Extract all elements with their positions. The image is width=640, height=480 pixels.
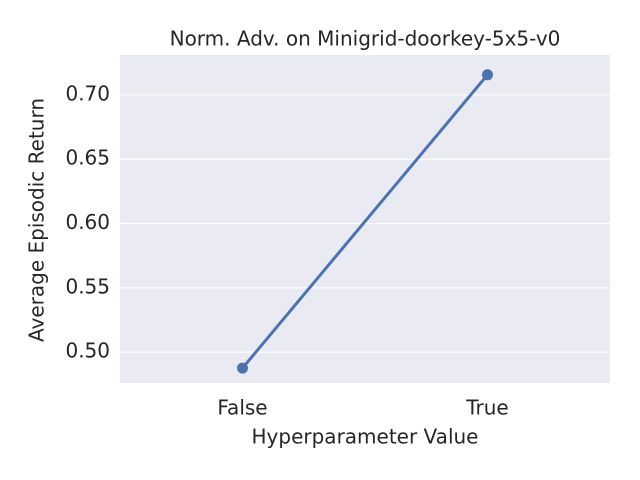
y-tick-label: 0.55 <box>65 274 110 298</box>
x-axis-label: Hyperparameter Value <box>252 425 479 449</box>
y-tick-label: 0.70 <box>65 81 110 105</box>
x-tick-label: True <box>465 396 508 420</box>
plot-area <box>120 55 610 383</box>
y-tick-label: 0.50 <box>65 339 110 363</box>
y-tick-label: 0.60 <box>65 210 110 234</box>
x-tick-label: False <box>217 396 267 420</box>
y-axis-label: Average Episodic Return <box>25 98 49 342</box>
series-line <box>241 73 489 370</box>
point <box>237 362 248 374</box>
y-tick-label: 0.65 <box>65 146 110 170</box>
point <box>482 69 493 81</box>
chart-title: Norm. Adv. on Minigrid-doorkey-5x5-v0 <box>170 27 561 51</box>
